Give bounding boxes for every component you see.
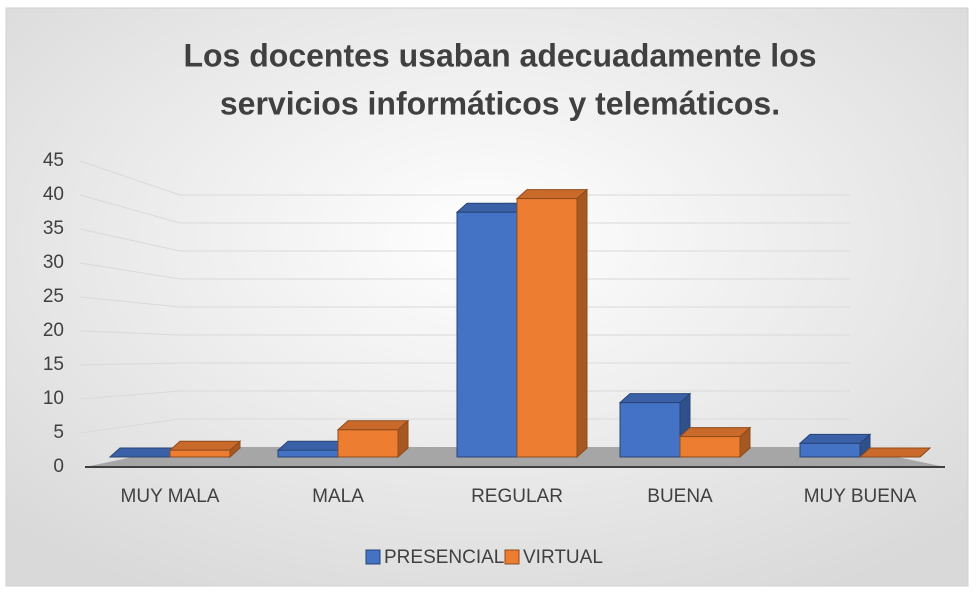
grid-line <box>79 194 850 224</box>
grid-line <box>79 296 850 308</box>
legend-label: PRESENCIAL <box>384 547 504 568</box>
y-tick-label: 20 <box>43 320 64 341</box>
legend-swatch <box>365 549 381 565</box>
bar-front <box>169 449 231 458</box>
bar-front <box>277 449 339 458</box>
legend-swatch <box>504 549 520 565</box>
y-tick-label: 30 <box>43 252 64 273</box>
y-tick-label: 45 <box>43 150 64 171</box>
grid-line <box>79 262 850 280</box>
grid-line <box>79 330 850 336</box>
x-tick-label: MALA <box>312 486 364 507</box>
x-tick-label: MUY BUENA <box>804 486 917 507</box>
bar-side <box>576 188 588 459</box>
legend-label: VIRTUAL <box>523 547 603 568</box>
bar-top <box>168 440 242 451</box>
bar-front <box>679 436 741 458</box>
bar-top <box>678 427 752 438</box>
chart-title: servicios informáticos y telemáticos. <box>220 85 780 121</box>
grid-line <box>79 228 850 252</box>
bar-front <box>456 211 518 458</box>
bar <box>858 447 932 458</box>
y-tick-label: 10 <box>43 388 64 409</box>
x-tick-label: MUY MALA <box>121 486 220 507</box>
bar-top <box>515 189 589 200</box>
y-tick-label: 5 <box>53 422 64 443</box>
y-tick-label: 15 <box>43 354 64 375</box>
bar <box>798 433 872 459</box>
bar-top <box>618 393 692 404</box>
bar <box>618 392 692 459</box>
bar-front <box>619 402 681 458</box>
grid-line <box>79 160 850 196</box>
bar <box>678 426 752 459</box>
bar <box>168 440 242 459</box>
bar-front <box>799 442 861 458</box>
bar-top <box>798 433 872 444</box>
chart-title: Los docentes usaban adecuadamente los <box>183 37 816 73</box>
y-tick-label: 40 <box>43 184 64 205</box>
bar-front <box>337 429 399 458</box>
grid-line <box>79 390 850 400</box>
x-tick-label: REGULAR <box>471 486 563 507</box>
bar <box>336 419 410 459</box>
bar-top <box>858 447 932 458</box>
bar-front <box>516 198 578 458</box>
grid-line <box>79 362 850 366</box>
x-tick-label: BUENA <box>647 486 713 507</box>
bar-top <box>336 420 410 431</box>
bar <box>515 188 589 459</box>
y-tick-label: 0 <box>53 456 64 477</box>
y-tick-label: 35 <box>43 218 64 239</box>
y-tick-label: 25 <box>43 286 64 307</box>
